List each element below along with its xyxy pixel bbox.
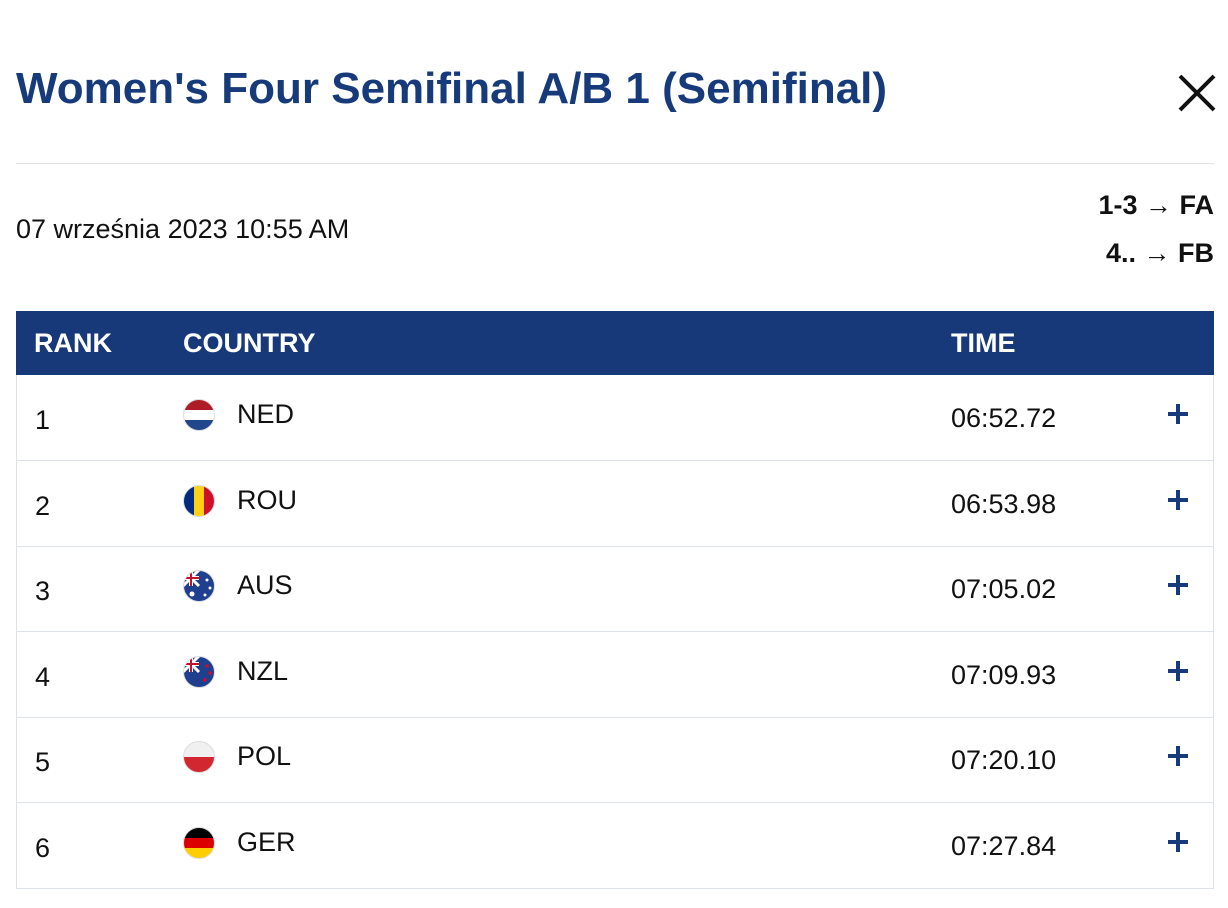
time: 07:09.93 <box>951 659 1057 690</box>
table-row: 2 ROU 06:53.98 <box>16 460 1214 547</box>
table-row: 4 NZL 07:09.93 <box>16 631 1214 718</box>
time: 07:27.84 <box>951 830 1057 861</box>
time: 07:05.02 <box>951 574 1057 604</box>
column-header: TIME <box>951 328 1016 358</box>
expand-button[interactable] <box>1167 403 1189 425</box>
table-row: 5 POL 07:20.10 <box>16 717 1214 803</box>
column-header: RANK <box>34 328 112 358</box>
country: POL <box>237 741 292 771</box>
rank: 5 <box>35 747 51 777</box>
table-row: 3 AUS 07:05.02 <box>16 546 1214 632</box>
close-button[interactable] <box>1178 74 1216 112</box>
flag-icon <box>183 655 215 688</box>
table-row: 1 NED 06:52.72 <box>16 375 1214 461</box>
country: NZL <box>237 655 289 686</box>
expand-button[interactable] <box>1167 489 1189 511</box>
date: 07 września 2023 10:55 AM <box>16 214 350 244</box>
table-header: RANK COUNTRY TIME <box>16 311 1214 375</box>
flag-icon <box>183 741 215 773</box>
country: ROU <box>237 484 297 515</box>
time: 06:52.72 <box>951 403 1057 433</box>
expand-button[interactable] <box>1167 660 1189 682</box>
separator <box>16 163 1214 164</box>
rank: 3 <box>35 576 51 606</box>
expand-button[interactable] <box>1167 745 1189 767</box>
progression: 1-3 → FA <box>1098 190 1214 220</box>
column-header: COUNTRY <box>183 328 316 358</box>
rank: 1 <box>35 405 51 435</box>
rank: 4 <box>35 661 51 692</box>
title: Women's Four Semifinal A/B 1 (Semifinal) <box>16 64 888 113</box>
expand-button[interactable] <box>1167 574 1189 596</box>
flag-icon <box>183 570 215 602</box>
country: AUS <box>237 570 293 600</box>
flag-icon <box>183 826 215 859</box>
rank: 2 <box>35 490 51 521</box>
country: NED <box>237 399 295 429</box>
time: 06:53.98 <box>951 488 1057 519</box>
progression: 4.. → FB <box>1105 238 1214 268</box>
expand-button[interactable] <box>1167 831 1189 853</box>
flag-icon <box>183 484 215 517</box>
time: 07:20.10 <box>951 745 1057 775</box>
table-row: 6 GER 07:27.84 <box>16 802 1214 889</box>
flag-icon <box>183 399 215 431</box>
rank: 6 <box>35 832 51 863</box>
country: GER <box>237 826 296 857</box>
